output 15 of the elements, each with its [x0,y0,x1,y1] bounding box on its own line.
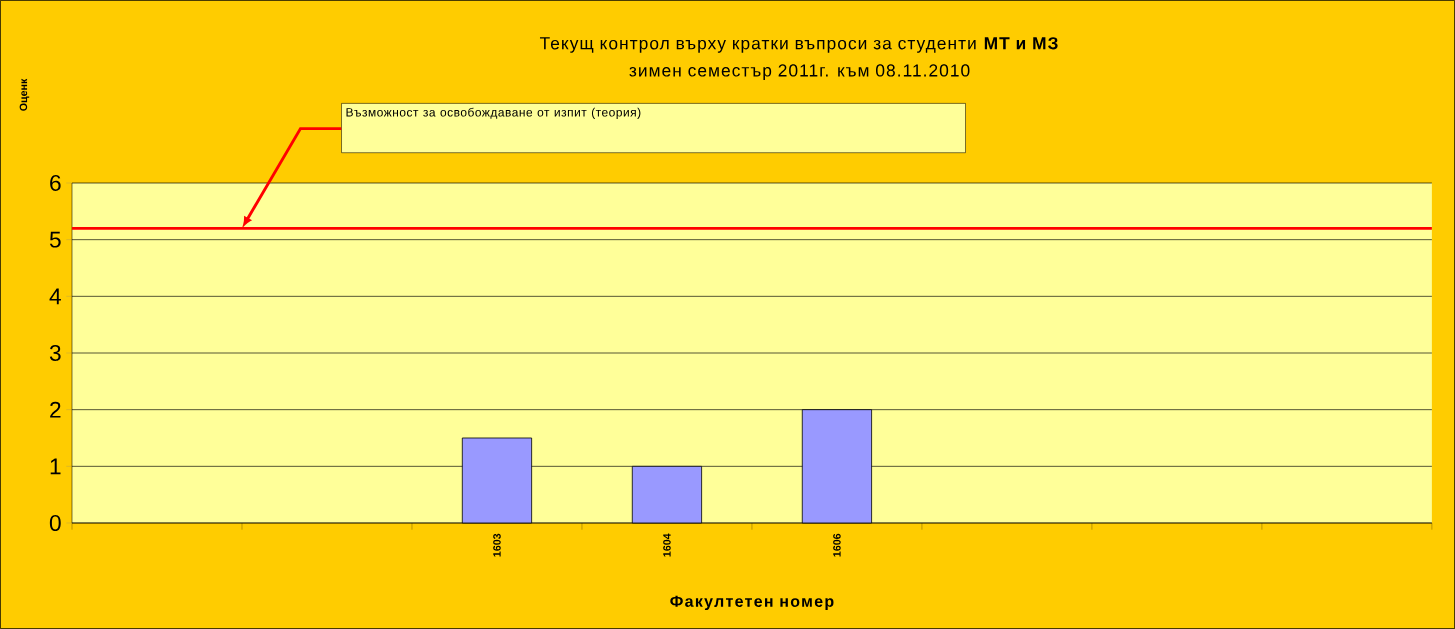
chart-title: Текущ контрол върху кратки въпроси за студенти МТ и МЗ [539,37,1058,53]
x-tick-label: 1606 [833,533,841,557]
y-tick-label: 3 [49,344,61,362]
text: Оценк [19,78,30,111]
x-tick-label: 1603 [493,533,501,557]
y-tick-label: 5 [49,231,61,248]
y-tick-label: 4 [49,288,61,305]
x-tick-label: 1604 [663,533,671,557]
y-tick-label: 0 [49,514,61,532]
chart-subtitle: зимен семестър 2011г. към 08.11.2010 [629,64,970,81]
text: Възможност за освобождаване от изпит (теория) [346,107,641,119]
y-tick-label: 1 [50,458,61,475]
y-tick-label: 2 [50,401,61,418]
y-tick-label: 6 [50,174,61,192]
x-axis-title: Факултетен номер [670,595,834,611]
